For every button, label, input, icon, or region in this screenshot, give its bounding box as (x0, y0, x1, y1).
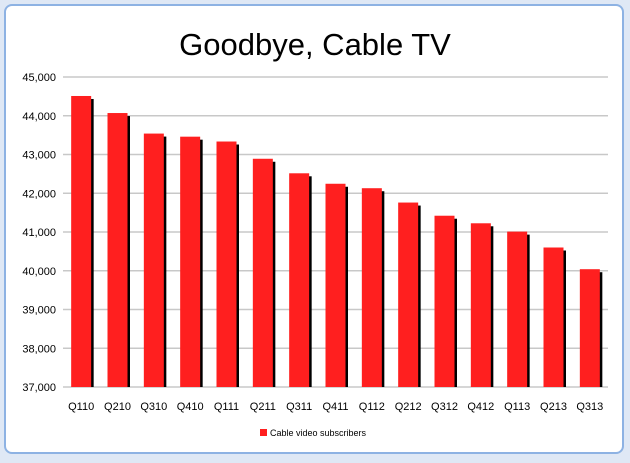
legend: Cable video subscribers (260, 428, 367, 438)
y-tick-label: 37,000 (22, 382, 56, 394)
bar-Q212 (398, 202, 419, 387)
bar-Q110 (71, 95, 92, 388)
y-tick-label: 45,000 (22, 72, 56, 84)
bar-Q112 (361, 188, 382, 387)
x-tick-label: Q212 (395, 401, 422, 413)
x-tick-label: Q211 (250, 401, 276, 413)
y-tick-label: 39,000 (22, 305, 56, 317)
bar-Q312 (434, 215, 455, 387)
y-tick-label: 42,000 (22, 188, 56, 200)
bar-Q410 (180, 136, 201, 387)
bar-Q210 (107, 113, 128, 387)
bar-Q113 (507, 231, 528, 387)
legend-label: Cable video subscribers (270, 428, 367, 438)
y-tick-label: 41,000 (22, 227, 56, 239)
x-tick-label: Q310 (140, 401, 167, 413)
x-tick-label: Q313 (576, 401, 603, 413)
x-tick-label: Q411 (322, 401, 348, 413)
x-tick-label: Q412 (467, 401, 494, 413)
x-tick-label: Q111 (214, 401, 239, 413)
x-tick-label: Q113 (504, 401, 530, 413)
x-tick-label: Q112 (359, 401, 385, 413)
bar-Q310 (143, 133, 164, 387)
legend-swatch (260, 429, 267, 436)
x-tick-label: Q312 (431, 401, 458, 413)
x-tick-label: Q213 (540, 401, 567, 413)
chart-title: Goodbye, Cable TV (179, 27, 451, 62)
bar-Q412 (470, 223, 491, 387)
x-tick-label: Q210 (104, 401, 131, 413)
bar-Q313 (579, 269, 600, 387)
y-tick-label: 43,000 (22, 150, 56, 162)
bar-Q111 (216, 141, 237, 387)
bar-Q213 (543, 247, 564, 387)
y-tick-label: 40,000 (22, 266, 56, 278)
bar-Q411 (325, 183, 346, 387)
bar-Q311 (289, 173, 310, 387)
bar-Q211 (252, 158, 273, 387)
y-tick-label: 38,000 (22, 343, 56, 355)
x-tick-label: Q410 (177, 401, 204, 413)
y-tick-label: 44,000 (22, 111, 56, 123)
x-tick-label: Q110 (68, 401, 94, 413)
x-tick-label: Q311 (286, 401, 312, 413)
